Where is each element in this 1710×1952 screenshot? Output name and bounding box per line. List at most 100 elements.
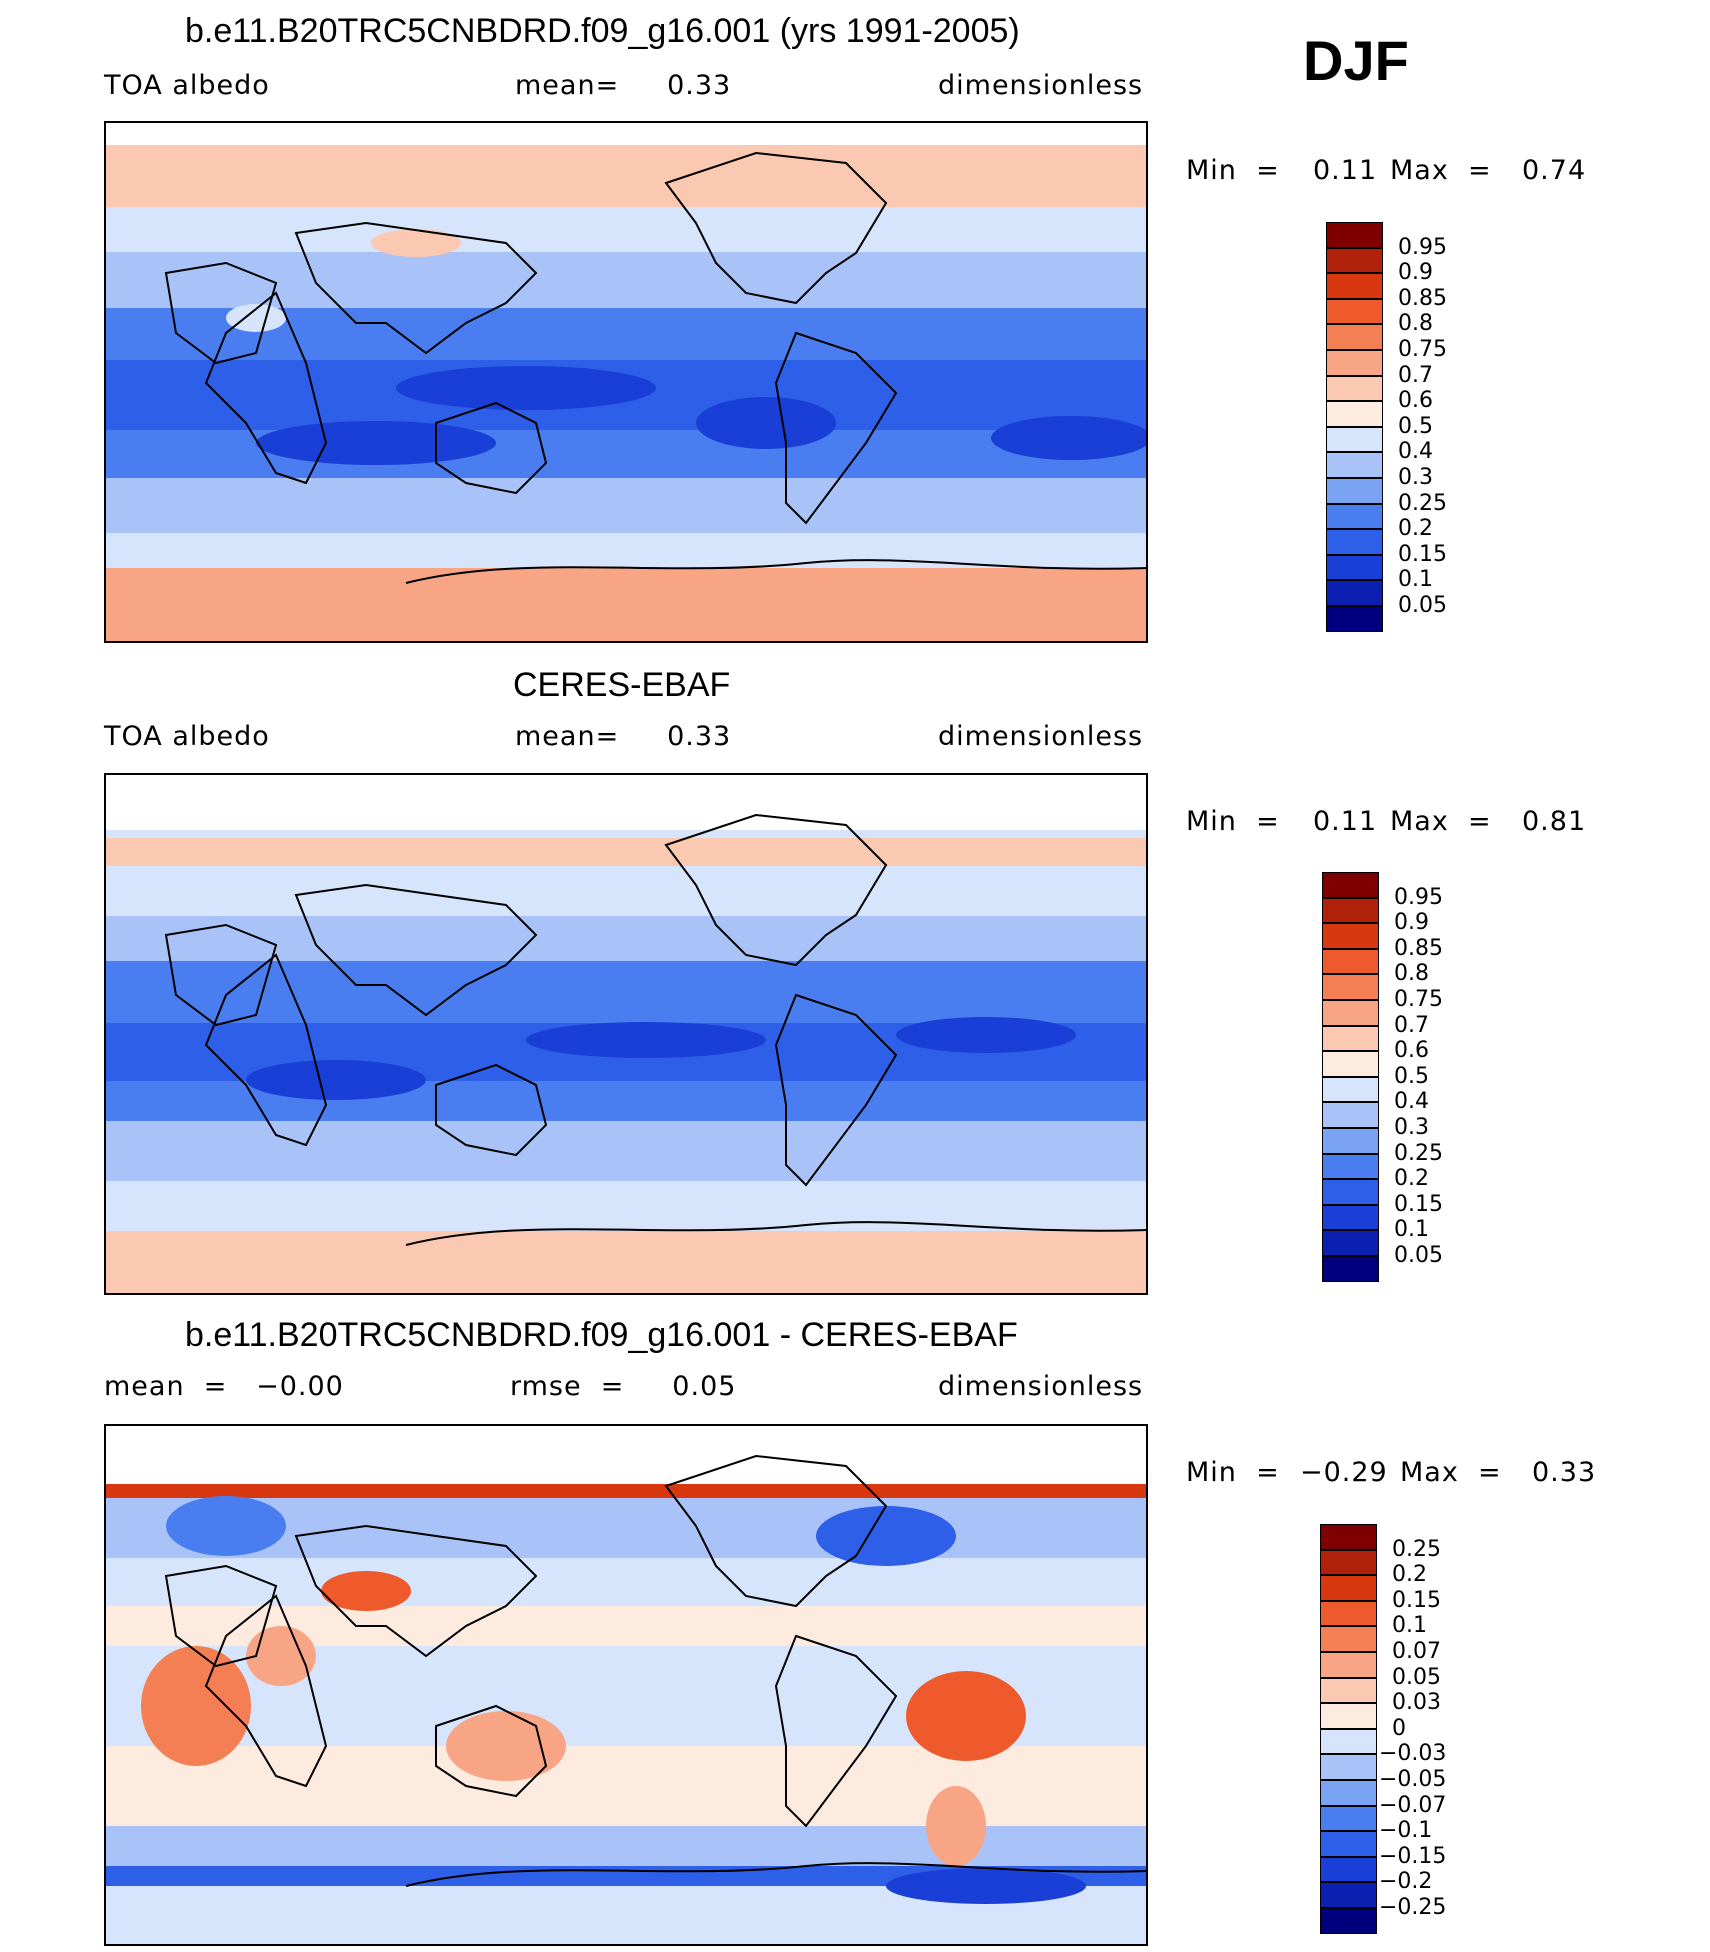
panel-1-map [104, 121, 1148, 643]
colorbar-level-label: 0.2 [1392, 1562, 1427, 1588]
colorbar-box [1326, 273, 1383, 299]
colorbar-box [1326, 401, 1383, 427]
panel-2-max-value: 0.81 [1522, 806, 1587, 837]
panel-2-min-value: 0.11 [1313, 806, 1378, 837]
colorbar-level-label: −0.03 [1379, 1741, 1447, 1767]
colorbar-box [1322, 897, 1379, 924]
colorbar-box [1320, 1575, 1377, 1601]
panel-2-variable-label: TOA albedo [104, 721, 270, 752]
colorbar-level-label: 0.9 [1394, 910, 1429, 936]
colorbar-level-label: 0.1 [1392, 1613, 1427, 1639]
colorbar-level-label: 0.7 [1394, 1012, 1429, 1038]
colorbar-box [1320, 1780, 1377, 1806]
colorbar-level-label: 0.85 [1398, 285, 1447, 311]
colorbar-box [1322, 1076, 1379, 1103]
season-label: DJF [1303, 29, 1409, 92]
panel-2-units-label: dimensionless [938, 721, 1144, 752]
panel-1-min-label: Min = [1186, 155, 1280, 186]
colorbar-level-label: −0.05 [1379, 1767, 1447, 1792]
colorbar-box [1326, 375, 1383, 402]
panel-2-mean-label: mean= 0.33 [515, 721, 732, 752]
colorbar-box [1322, 1179, 1379, 1205]
colorbar-box [1320, 1600, 1377, 1627]
colorbar-box [1322, 1204, 1379, 1231]
panel-3-map [104, 1424, 1148, 1946]
panel-1-max-value: 0.74 [1522, 155, 1587, 186]
panel-2-map [104, 773, 1148, 1295]
colorbar-box [1320, 1882, 1377, 1908]
panel-3-max-label: Max = [1400, 1457, 1502, 1488]
panel-1-units-label: dimensionless [938, 70, 1144, 101]
colorbar-box [1326, 452, 1383, 478]
colorbar-level-label: 0.25 [1392, 1536, 1441, 1562]
colorbar-level-label: 0.15 [1398, 541, 1447, 567]
colorbar-box [1326, 222, 1383, 248]
colorbar-level-label: 0.15 [1392, 1587, 1441, 1613]
colorbar-box [1326, 529, 1383, 555]
colorbar-level-label: 0.05 [1398, 593, 1447, 618]
colorbar-level-label: −0.15 [1379, 1843, 1447, 1869]
colorbar-level-label: 0.1 [1398, 567, 1433, 593]
colorbar-level-label: 0.7 [1398, 362, 1433, 388]
colorbar-level-label: 0.2 [1398, 516, 1433, 542]
colorbar-box [1320, 1831, 1377, 1857]
colorbar-level-label: 0.95 [1394, 884, 1443, 910]
colorbar-level-label: 0.95 [1398, 234, 1447, 260]
colorbar-level-label: 0.6 [1398, 388, 1433, 414]
colorbar-box [1322, 1102, 1379, 1128]
colorbar-level-label: 0.15 [1394, 1191, 1443, 1217]
panel-3-units-label: dimensionless [938, 1371, 1144, 1402]
colorbar-box [1322, 948, 1379, 975]
colorbar-box [1320, 1908, 1377, 1934]
colorbar-level-label: 0.05 [1394, 1243, 1443, 1268]
colorbar-box [1326, 606, 1383, 632]
panel-3-rmse-label: rmse = 0.05 [510, 1371, 737, 1402]
colorbar-box [1322, 1000, 1379, 1026]
colorbar-box [1322, 1128, 1379, 1154]
colorbar-box [1326, 478, 1383, 504]
colorbar-level-label: 0.8 [1394, 961, 1429, 987]
colorbar-box [1322, 974, 1379, 1000]
colorbar-level-label: 0.4 [1394, 1089, 1429, 1115]
colorbar-box [1326, 503, 1383, 530]
panel-3-min-value: −0.29 [1300, 1457, 1388, 1488]
panel-1-max-label: Max = [1390, 155, 1492, 186]
colorbar-box [1320, 1856, 1377, 1883]
colorbar-level-label: 0.6 [1394, 1038, 1429, 1064]
colorbar-box [1326, 298, 1383, 325]
colorbar-box [1322, 1051, 1379, 1077]
colorbar-box [1320, 1703, 1377, 1729]
colorbar-box [1326, 580, 1383, 606]
panel-3-max-value: 0.33 [1532, 1457, 1597, 1488]
panel-2-title: CERES-EBAF [513, 666, 731, 704]
panel-1-mean-label: mean= 0.33 [515, 70, 732, 101]
colorbar-level-label: 0.25 [1394, 1140, 1443, 1166]
panel-3-title: b.e11.B20TRC5CNBDRD.f09_g16.001 - CERES-… [185, 1316, 1018, 1354]
colorbar-level-label: −0.25 [1379, 1895, 1447, 1920]
colorbar-level-label: 0.5 [1398, 413, 1433, 439]
colorbar-box [1320, 1728, 1377, 1755]
colorbar-level-label: 0.25 [1398, 490, 1447, 516]
colorbar-box [1326, 247, 1383, 274]
colorbar-box [1320, 1805, 1377, 1832]
colorbar-level-label: 0.5 [1394, 1063, 1429, 1089]
colorbar-box [1326, 350, 1383, 376]
colorbar-level-label: 0.1 [1394, 1217, 1429, 1243]
colorbar-level-label: 0.75 [1394, 987, 1443, 1012]
colorbar-level-label: 0.75 [1398, 337, 1447, 362]
colorbar-level-label: 0.05 [1392, 1664, 1441, 1690]
panel-2-min-label: Min = [1186, 806, 1280, 837]
colorbar-box [1326, 554, 1383, 581]
colorbar-level-label: 0.07 [1392, 1639, 1441, 1664]
panel-3-min-label: Min = [1186, 1457, 1280, 1488]
colorbar-box [1326, 426, 1383, 453]
colorbar-level-label: 0.03 [1392, 1690, 1441, 1716]
panel-2-max-label: Max = [1390, 806, 1492, 837]
colorbar-box [1326, 324, 1383, 350]
colorbar-box [1320, 1677, 1377, 1704]
colorbar-box [1322, 923, 1379, 949]
colorbar-box [1322, 872, 1379, 898]
colorbar-level-label: 0.4 [1398, 439, 1433, 465]
panel-1-title: b.e11.B20TRC5CNBDRD.f09_g16.001 (yrs 199… [185, 12, 1020, 50]
colorbar-box [1320, 1754, 1377, 1780]
